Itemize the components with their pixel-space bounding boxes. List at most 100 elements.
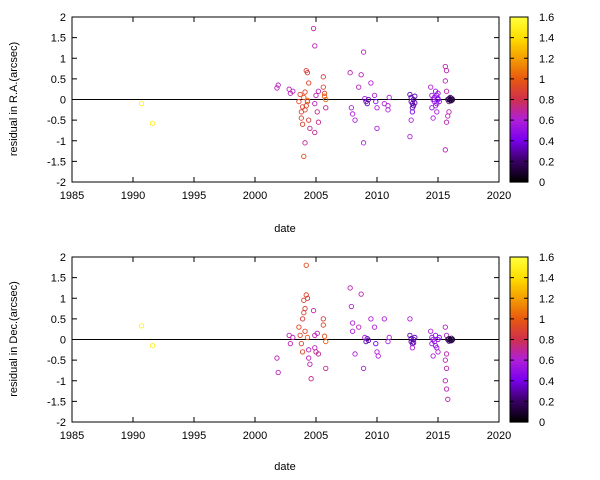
data-point xyxy=(374,105,380,111)
data-point xyxy=(407,316,413,322)
data-point xyxy=(321,333,328,339)
data-point xyxy=(368,80,374,86)
y-tick-label: 1 xyxy=(60,53,66,65)
colorbar-segment xyxy=(510,415,528,419)
data-point xyxy=(347,70,353,76)
colorbar-tick-label: 1.6 xyxy=(539,252,554,264)
colorbar-segment xyxy=(510,386,528,390)
y-tick-label: -2 xyxy=(56,177,66,189)
colorbar-segment xyxy=(510,17,528,20)
y-tick-label: 2 xyxy=(60,252,66,264)
colorbar-tick-label: 0.6 xyxy=(539,355,554,367)
colorbar-segment xyxy=(510,169,528,173)
x-tick-label: 2000 xyxy=(243,190,267,202)
colorbar-segment xyxy=(510,74,528,78)
data-point xyxy=(358,291,364,297)
data-point xyxy=(362,96,368,102)
colorbar-segment xyxy=(510,58,528,61)
colorbar-segment xyxy=(510,413,528,417)
colorbar-segment xyxy=(510,91,528,94)
y-tick-label: 0 xyxy=(60,335,66,347)
colorbar-segment xyxy=(510,120,528,123)
y-tick-label: -0.5 xyxy=(47,115,66,127)
colorbar-segment xyxy=(510,56,528,59)
data-point xyxy=(302,305,308,312)
data-point xyxy=(302,328,308,334)
data-point xyxy=(307,361,313,367)
colorbar-segment xyxy=(510,111,528,115)
data-point xyxy=(348,105,355,111)
x-tick-label: 1995 xyxy=(182,430,206,442)
y-tick-label: 0 xyxy=(60,95,66,107)
data-point xyxy=(356,324,362,330)
colorbar-tick-label: 1 xyxy=(539,314,545,326)
colorbar-tick-label: 0.8 xyxy=(539,335,554,347)
data-point xyxy=(435,349,441,355)
colorbar-segment xyxy=(510,308,528,312)
data-point xyxy=(304,334,311,341)
colorbar-segment xyxy=(510,68,528,72)
colorbar-segment xyxy=(510,41,528,45)
colorbar-segment xyxy=(510,285,528,289)
data-point xyxy=(430,115,436,121)
data-point xyxy=(304,97,311,103)
colorbar-segment xyxy=(510,54,528,57)
colorbar-segment xyxy=(510,89,528,92)
y-tick-label: 0.5 xyxy=(51,314,66,326)
colorbar-segment xyxy=(510,337,528,341)
dec-x-axis-label: date xyxy=(274,461,295,473)
colorbar-segment xyxy=(510,37,528,41)
data-point xyxy=(436,334,442,341)
colorbar-segment xyxy=(510,382,528,386)
data-point xyxy=(407,332,413,339)
colorbar-segment xyxy=(510,304,528,308)
data-point xyxy=(435,90,441,96)
data-point xyxy=(412,93,418,99)
data-point xyxy=(138,100,145,107)
data-point xyxy=(298,340,305,347)
data-point xyxy=(303,262,309,268)
data-point xyxy=(446,338,452,344)
data-point xyxy=(323,338,329,345)
data-point xyxy=(442,78,448,84)
x-tick-label: 2010 xyxy=(365,430,389,442)
data-point xyxy=(448,95,455,101)
colorbar-segment xyxy=(510,259,528,262)
colorbar-segment xyxy=(510,335,528,339)
colorbar-segment xyxy=(510,19,528,22)
data-point xyxy=(373,340,379,347)
colorbar-segment xyxy=(510,72,528,76)
colorbar-segment xyxy=(510,302,528,306)
ra-x-axis-label: date xyxy=(274,223,295,235)
x-tick-label: 1995 xyxy=(182,190,206,202)
data-point xyxy=(442,357,448,363)
colorbar-segment xyxy=(510,138,528,142)
data-point xyxy=(365,337,372,343)
y-tick-label: 2 xyxy=(60,12,66,24)
data-point xyxy=(447,94,453,101)
colorbar-segment xyxy=(510,345,528,349)
data-point xyxy=(296,324,302,330)
data-point xyxy=(323,105,329,111)
colorbar-segment xyxy=(510,149,528,152)
data-point xyxy=(314,330,320,336)
colorbar-segment xyxy=(510,257,528,260)
colorbar-tick-label: 1.2 xyxy=(539,293,554,305)
colorbar-segment xyxy=(510,265,528,268)
colorbar-segment xyxy=(510,122,528,125)
colorbar-segment xyxy=(510,263,528,266)
data-point xyxy=(297,91,303,98)
colorbar-segment xyxy=(510,70,528,74)
data-point xyxy=(373,98,379,105)
colorbar-segment xyxy=(510,80,528,84)
colorbar-segment xyxy=(510,271,528,275)
ra-y-axis-label: residual in R.A.(arcsec) xyxy=(8,42,20,156)
colorbar-segment xyxy=(510,374,528,378)
colorbar-segment xyxy=(510,417,528,421)
colorbar-segment xyxy=(510,341,528,345)
data-point xyxy=(381,316,387,322)
colorbar-segment xyxy=(510,136,528,140)
colorbar-segment xyxy=(510,372,528,376)
colorbar-segment xyxy=(510,351,528,355)
colorbar-segment xyxy=(510,298,528,301)
